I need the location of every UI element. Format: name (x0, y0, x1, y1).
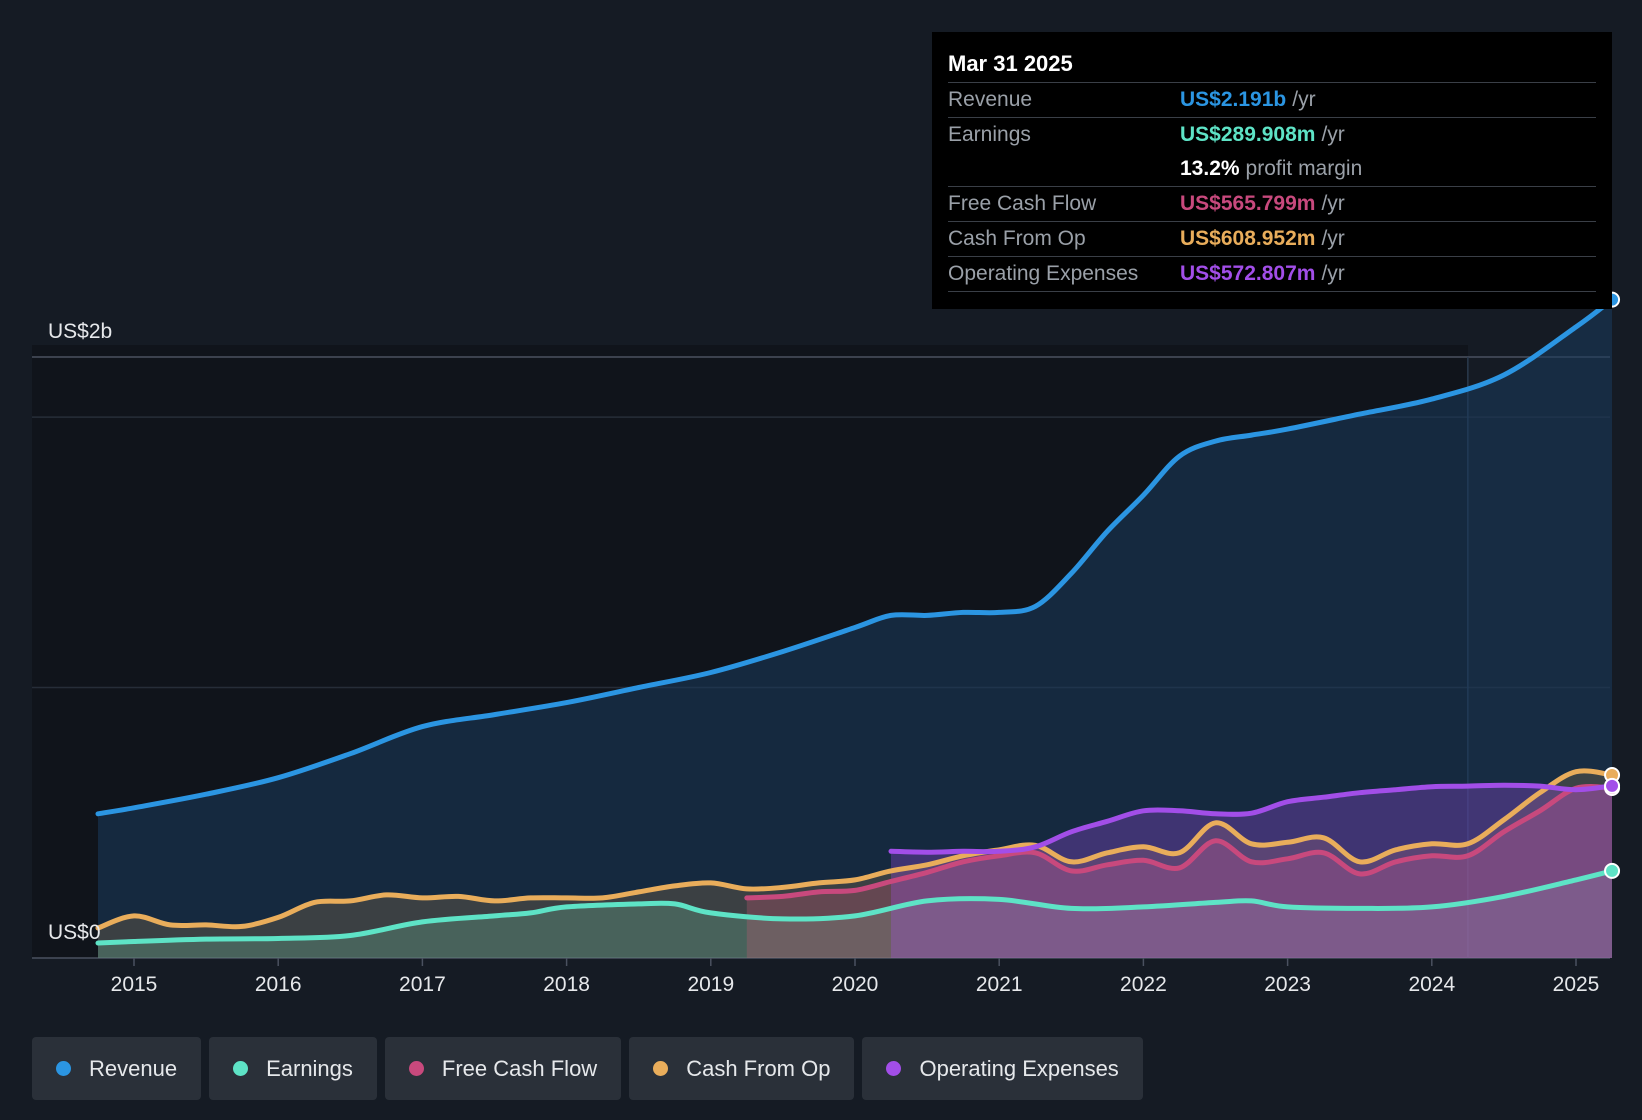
tooltip-row-cfo: Cash From Op US$608.952m /yr (948, 221, 1596, 256)
legend-item-cash-from-op[interactable]: Cash From Op (629, 1037, 855, 1100)
free-cash-flow-line (744, 783, 1615, 901)
operating-expenses-line (888, 782, 1615, 855)
tooltip-row-fcf: Free Cash Flow US$565.799m /yr (948, 186, 1596, 221)
legend: Revenue Earnings Free Cash Flow Cash Fro… (32, 1037, 1143, 1100)
revenue-dot-icon (56, 1061, 71, 1076)
earnings-area (98, 870, 1612, 958)
x-tick-label: 2019 (687, 973, 734, 996)
tooltip-value: 13.2% (1180, 157, 1240, 180)
legend-item-revenue[interactable]: Revenue (32, 1037, 202, 1100)
tooltip-value: US$2.191b (1180, 88, 1287, 111)
legend-label: Revenue (89, 1055, 178, 1081)
tooltip: Mar 31 2025 Revenue US$2.191b /yr Earnin… (932, 32, 1612, 309)
earnings-dot-icon (233, 1061, 249, 1076)
x-tick-label: 2017 (399, 973, 446, 996)
tooltip-unit: profit margin (1245, 157, 1363, 180)
legend-item-free-cash-flow[interactable]: Free Cash Flow (384, 1037, 622, 1100)
tooltip-unit: /yr (1321, 262, 1345, 285)
tooltip-row-revenue: Revenue US$2.191b /yr (948, 82, 1596, 117)
series-lines (95, 297, 1615, 946)
cash-from-op-area (98, 770, 1612, 958)
tooltip-label (948, 152, 1180, 186)
y-axis-label-bottom: US$0 (48, 921, 101, 944)
legend-label: Operating Expenses (919, 1055, 1119, 1081)
tooltip-unit: /yr (1321, 192, 1345, 215)
x-tick-label: 2015 (111, 973, 158, 996)
tooltip-label: Revenue (948, 88, 1033, 111)
x-tick-label: 2020 (832, 973, 879, 996)
x-tick-label: 2022 (1120, 973, 1167, 996)
operating-expenses-dot-icon (886, 1061, 902, 1076)
tooltip-unit: /yr (1321, 123, 1345, 146)
x-tick-label: 2016 (255, 973, 302, 996)
x-tick-label: 2025 (1553, 973, 1600, 996)
tooltip-date: Mar 31 2025 (948, 51, 1073, 76)
tooltip-unit: /yr (1292, 88, 1316, 111)
tooltip-value: US$289.908m (1180, 123, 1316, 146)
tooltip-row-earnings: Earnings US$289.908m /yr (948, 117, 1596, 152)
free-cash-flow-dot-icon (408, 1061, 424, 1076)
x-tick-label: 2018 (543, 973, 590, 996)
tooltip-label: Earnings (948, 123, 1031, 146)
earnings-line (95, 868, 1615, 946)
cash-from-op-line (95, 768, 1615, 931)
y-axis-label-top: US$2b (48, 320, 113, 343)
tooltip-value: US$572.807m (1180, 262, 1316, 285)
legend-label: Free Cash Flow (441, 1055, 598, 1081)
tooltip-unit: /yr (1321, 227, 1345, 250)
free-cash-flow-area (746, 786, 1612, 958)
legend-label: Cash From Op (686, 1055, 831, 1081)
tooltip-label: Cash From Op (948, 227, 1086, 250)
tooltip-value: US$608.952m (1180, 227, 1316, 250)
tooltip-label: Operating Expenses (948, 262, 1139, 285)
tooltip-value: US$565.799m (1180, 192, 1316, 215)
tooltip-row-margin: 13.2% profit margin (948, 152, 1596, 186)
legend-item-earnings[interactable]: Earnings (209, 1037, 377, 1100)
operating-expenses-endpoint (1604, 777, 1621, 794)
operating-expenses-area (891, 785, 1612, 958)
cash-from-op-dot-icon (653, 1061, 669, 1076)
x-tick-label: 2021 (976, 973, 1023, 996)
earnings-endpoint (1604, 862, 1621, 879)
tooltip-row-opex: Operating Expenses US$572.807m /yr (948, 256, 1596, 292)
x-axis: 2015 2016 2017 2018 2019 2020 2021 2022 2023 2024… (111, 958, 1600, 996)
tooltip-label: Free Cash Flow (948, 192, 1097, 215)
revenue-line (95, 297, 1615, 817)
legend-label: Earnings (266, 1055, 353, 1081)
series-endpoints (1604, 291, 1621, 879)
x-tick-label: 2024 (1408, 973, 1455, 996)
x-tick-label: 2023 (1264, 973, 1311, 996)
legend-item-operating-expenses[interactable]: Operating Expenses (862, 1037, 1143, 1100)
